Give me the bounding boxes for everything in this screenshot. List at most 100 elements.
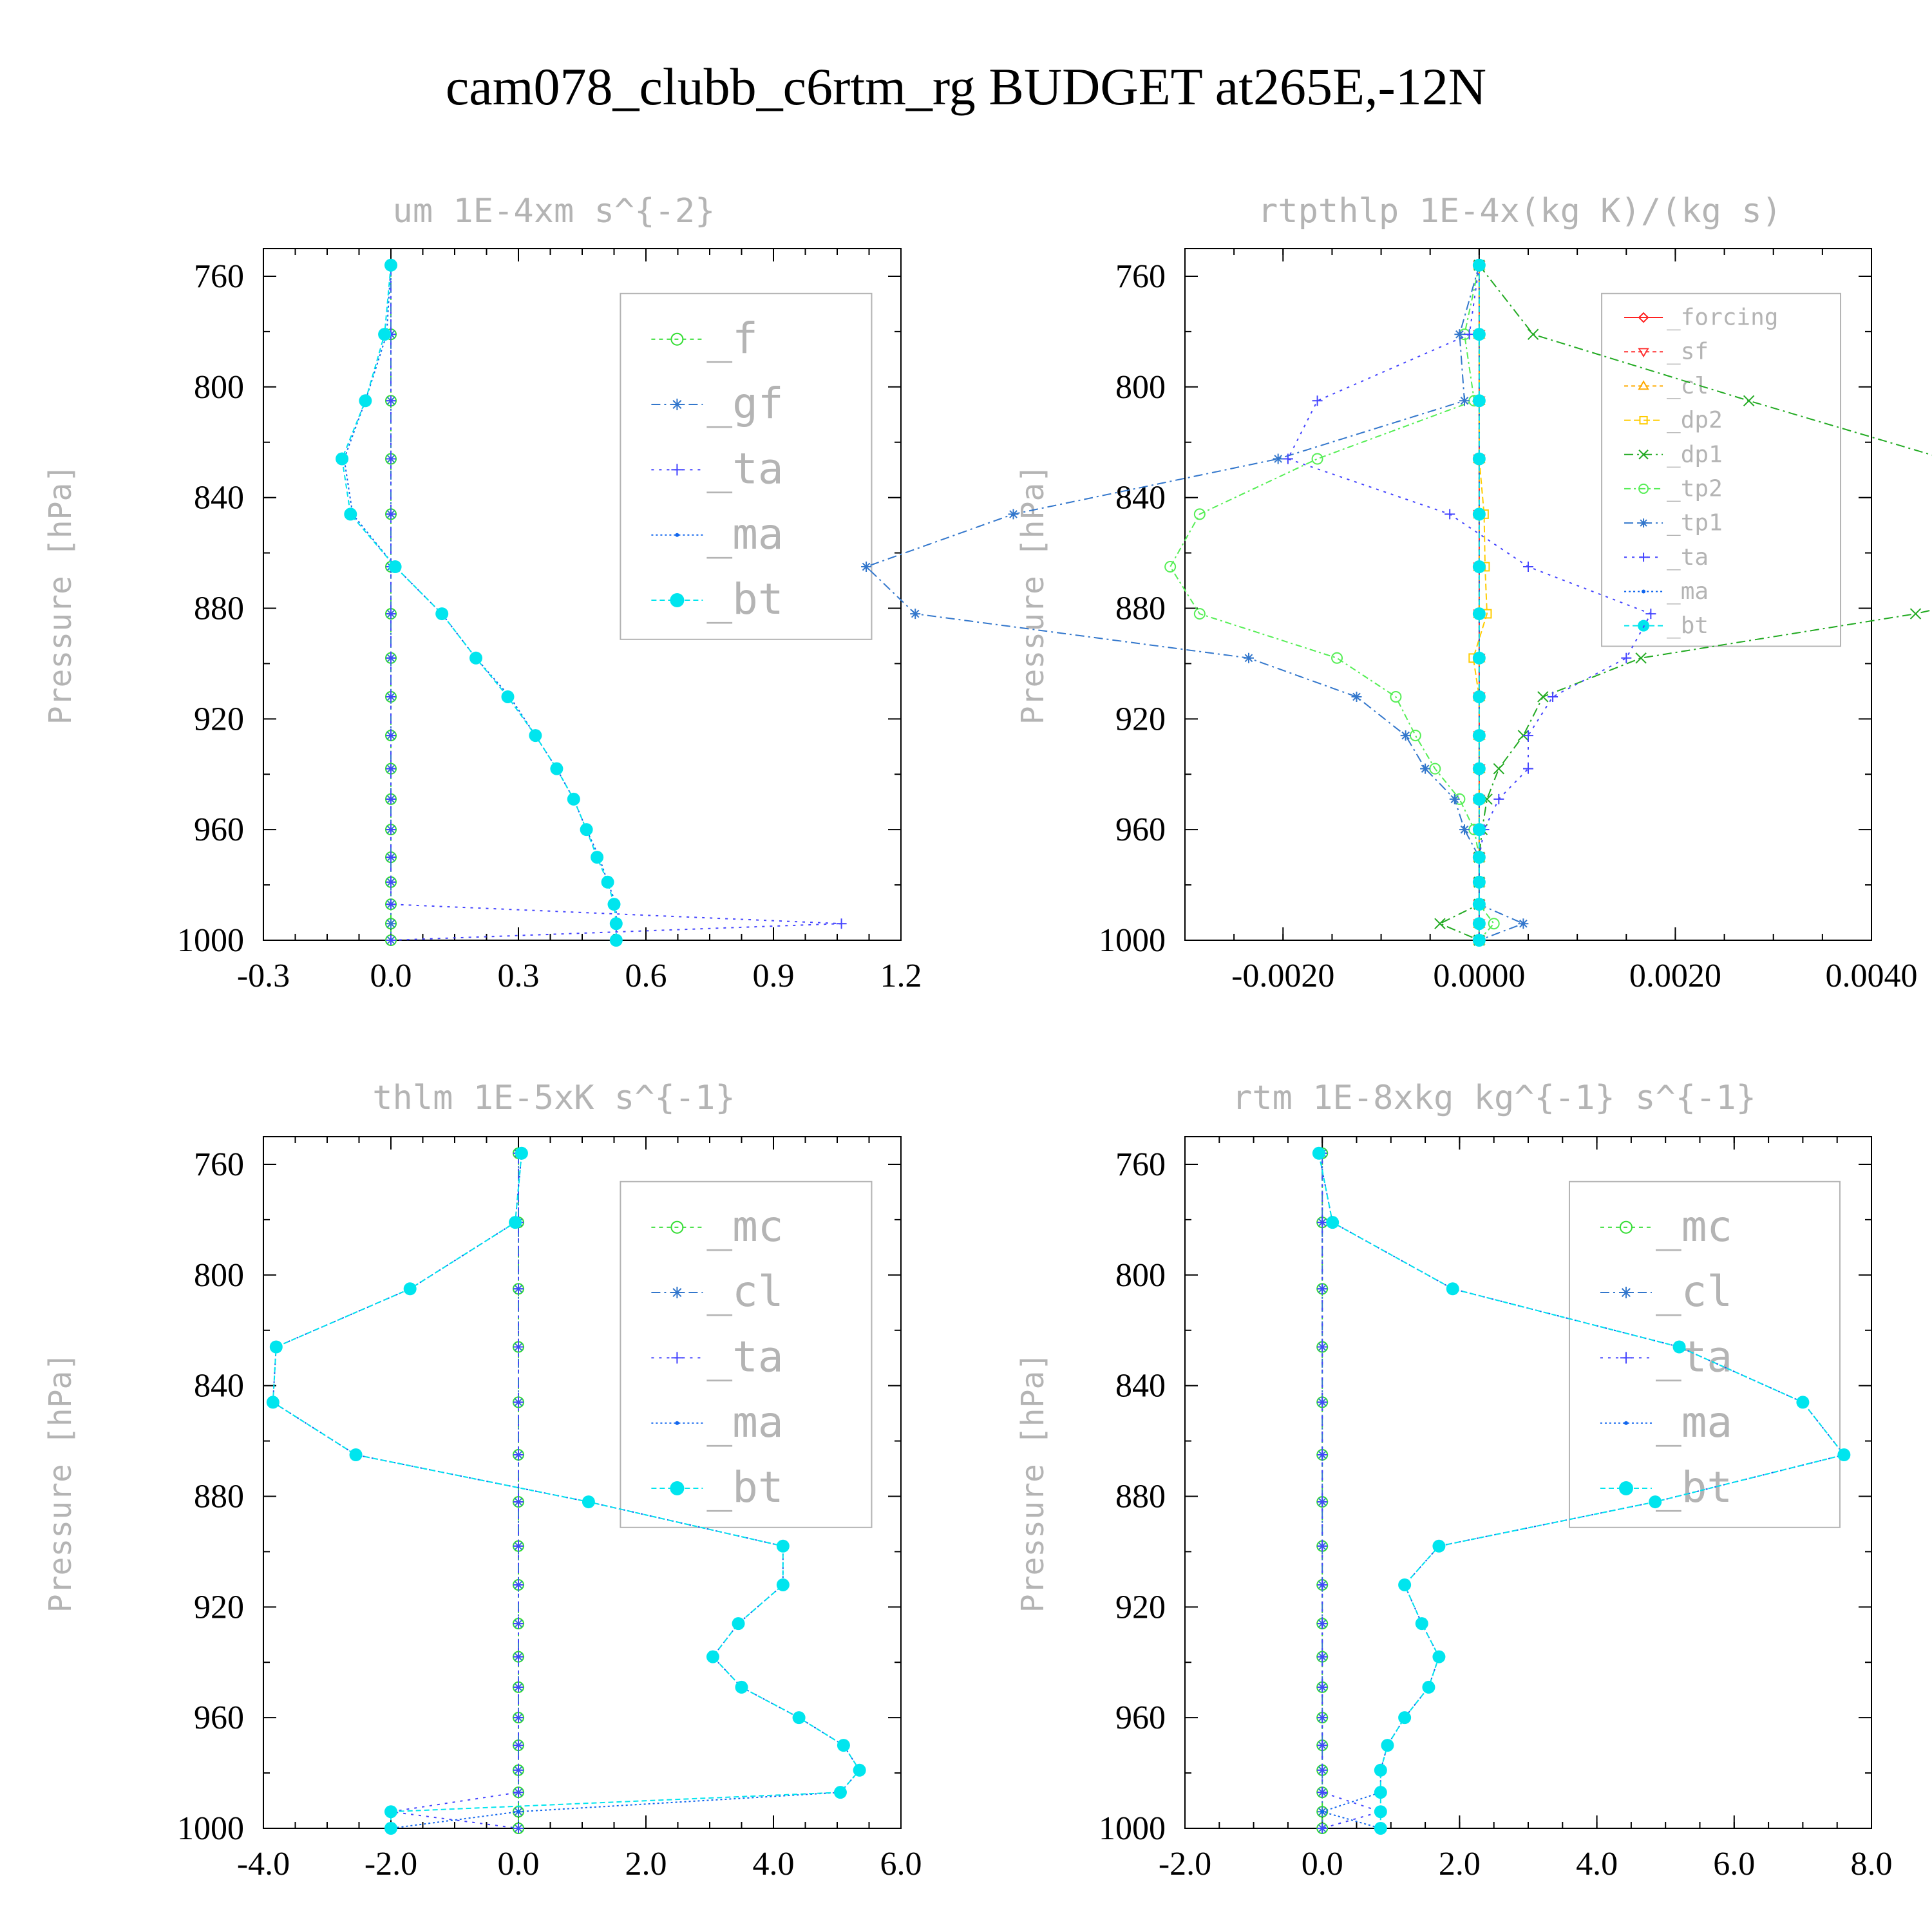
data-point [515,1146,528,1160]
data-point [776,1539,790,1553]
legend-marker [1639,553,1649,562]
data-point [1317,1397,1328,1408]
data-point [1649,1495,1662,1509]
data-point [609,917,623,931]
series-line [1318,1153,1846,1829]
legend-label: _bt [706,1463,783,1512]
data-point [1472,507,1486,521]
data-point [1374,1805,1387,1819]
data-point [1472,823,1486,837]
data-point [1796,1396,1810,1409]
y-tick-label: 960 [194,811,244,848]
data-point [1472,258,1486,272]
legend-label: _ta [706,444,783,493]
data-point [1523,763,1533,774]
data-point [1909,608,1922,620]
data-point [607,898,621,911]
data-point [513,1787,524,1798]
data-point [1282,453,1293,464]
legend-label: _f [706,314,757,363]
data-point [1374,1763,1387,1777]
series-line [1318,1153,1846,1828]
data-point [386,609,396,620]
data-point [1390,690,1402,703]
data-point [386,876,396,887]
y-tick-label: 840 [194,1368,244,1405]
data-point [1273,453,1283,464]
data-point [591,851,604,864]
data-point [386,899,396,910]
data-point [1645,609,1656,620]
y-axis-label: Pressure [hPa] [43,464,79,725]
legend-marker [670,332,684,346]
data-point [1493,762,1505,775]
x-tick-label: 0.0020 [1629,958,1721,994]
data-point [580,823,593,837]
y-tick-label: 880 [194,590,244,627]
chart-panel-rtm: rtm 1E-8xkg kg^{-1} s^{-1} Pressure [hPa]… [1015,1079,1893,1882]
x-tick-label: -2.0 [1159,1846,1211,1882]
data-point [1621,652,1632,663]
legend-label: _gf [706,379,783,428]
data-point [1472,560,1486,574]
data-point [1444,509,1455,520]
legend-marker [675,1421,679,1425]
data-point [1320,1810,1325,1814]
x-tick-label: 4.0 [1576,1846,1618,1882]
data-point [1472,607,1486,621]
data-point [1317,1681,1328,1692]
panel-title: um 1E-4xm s^{-2} [393,192,715,231]
x-tick-label: 2.0 [625,1846,667,1882]
x-tick-label: 1.2 [880,958,922,994]
y-tick-label: 800 [194,1257,244,1294]
data-point [1672,1340,1686,1354]
data-point [513,1497,524,1508]
y-axis-label: Pressure [hPa] [1015,464,1051,725]
data-point [1400,730,1411,741]
y-tick-label: 1000 [1099,922,1166,959]
data-point [1243,652,1254,663]
data-point [1326,1216,1340,1229]
data-point [1454,329,1465,340]
data-point [1317,1579,1328,1590]
data-point [1472,690,1486,703]
data-point [1518,918,1529,929]
legend-marker [671,1287,683,1299]
data-point [1409,730,1421,742]
data-point [344,507,357,521]
data-point [1398,1711,1412,1725]
x-tick-label: 0.0040 [1826,958,1918,994]
x-tick-label: -4.0 [237,1846,290,1882]
data-point [266,1396,279,1409]
y-tick-label: 800 [1115,369,1166,406]
legend-marker [670,593,685,608]
legend-marker [670,1220,684,1234]
data-point [1317,1651,1328,1662]
legend-marker [1638,312,1649,323]
data-point [513,1341,524,1352]
legend-box [620,292,873,640]
x-tick-label: 0.3 [498,958,540,994]
y-tick-label: 840 [1115,1368,1166,1405]
data-point [513,1540,524,1551]
data-point [386,509,396,520]
data-point [776,1578,790,1591]
data-point [1193,508,1206,520]
legend-label: _tp2 [1667,475,1723,502]
legend-label: _bt [706,574,783,624]
y-tick-label: 960 [1115,1700,1166,1736]
data-point [582,1495,595,1509]
data-point [1317,1450,1328,1461]
legend-label: _ma [1656,1397,1732,1447]
data-point [529,729,542,743]
y-tick-label: 760 [1115,258,1166,295]
data-point [1472,328,1486,341]
legend-label: _dp2 [1667,407,1723,433]
data-point [513,1823,524,1833]
data-point [1459,824,1470,835]
data-point [386,652,396,663]
data-point [513,1740,524,1751]
data-point [403,1282,417,1296]
data-point [513,1579,524,1590]
